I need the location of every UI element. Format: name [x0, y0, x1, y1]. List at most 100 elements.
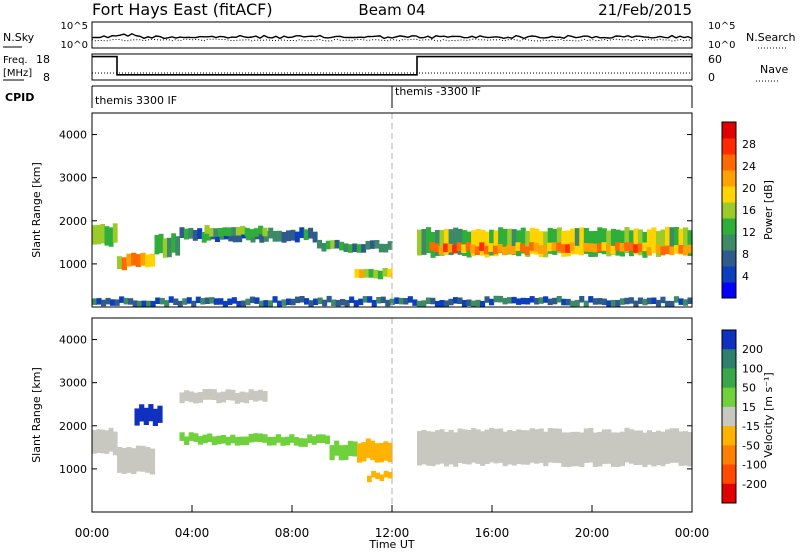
heatmap-cell	[272, 296, 278, 303]
heatmap-cell	[588, 296, 594, 303]
heatmap-cell	[556, 296, 562, 303]
heatmap-cell	[179, 392, 185, 404]
heatmap-cell	[110, 299, 116, 306]
heatmap-cell	[134, 408, 140, 426]
heatmap-cell	[369, 240, 375, 249]
heatmap-cell	[257, 433, 263, 443]
colorbar-tick-label: 4	[742, 270, 749, 283]
nsky-trace	[91, 33, 693, 40]
heatmap-cell	[637, 243, 643, 253]
nsky-label: N.Sky	[3, 31, 35, 44]
x-tick-label: 00:00	[75, 526, 110, 540]
heatmap-cell	[262, 434, 268, 443]
colorbar-tick-label: 8	[742, 248, 749, 261]
heatmap-cell	[182, 298, 188, 305]
heatmap-cell	[389, 298, 395, 306]
heatmap-cell	[565, 298, 571, 306]
heatmap-cell	[484, 429, 490, 464]
heatmap-cell	[628, 297, 634, 304]
heatmap-cell	[439, 230, 445, 256]
heatmap-cell	[682, 246, 688, 256]
heatmap-cell	[126, 253, 132, 267]
colorbar-tick-label: -200	[742, 478, 767, 491]
heatmap-cell	[135, 254, 142, 267]
heatmap-cell	[475, 229, 481, 255]
heatmap-cell	[167, 237, 172, 258]
heatmap-cell	[674, 227, 680, 253]
heatmap-cell	[465, 242, 471, 251]
x-tick-label: 16:00	[475, 526, 510, 540]
heatmap-cell	[231, 297, 237, 304]
heatmap-cell	[295, 296, 301, 304]
heatmap-cell	[574, 245, 580, 255]
heatmap-cell	[286, 298, 292, 305]
heatmap-cell	[606, 429, 612, 464]
heatmap-cell	[213, 228, 219, 237]
heatmap-cell	[538, 297, 544, 304]
heatmap-cell	[378, 443, 384, 463]
heatmap-cell	[597, 298, 603, 305]
heatmap-cell	[385, 299, 391, 307]
heatmap-cell	[361, 442, 367, 462]
y-tick-label: 3000	[59, 172, 87, 185]
heatmap-cell	[334, 440, 340, 456]
heatmap-cell	[258, 225, 264, 235]
heatmap-cell	[225, 436, 231, 446]
heatmap-cell	[152, 408, 158, 426]
heatmap-cell	[150, 300, 156, 307]
heatmap-cell	[145, 446, 151, 473]
colorbar-swatch	[722, 186, 736, 203]
heatmap-cell	[574, 299, 580, 307]
heatmap-cell	[339, 241, 345, 251]
heatmap-cell	[354, 269, 360, 278]
heatmap-cell	[660, 229, 666, 256]
heatmap-cell	[574, 228, 580, 254]
colorbar-tick-label: 100	[742, 362, 763, 375]
heatmap-cell	[268, 227, 274, 239]
heatmap-cell	[146, 300, 152, 307]
heatmap-cell	[220, 435, 227, 444]
heatmap-cell	[143, 407, 149, 425]
heatmap-cell	[601, 429, 607, 464]
colorbar-swatch	[722, 266, 736, 283]
heatmap-cell	[448, 229, 454, 256]
heatmap-cell	[570, 300, 576, 307]
heatmap-cell	[383, 441, 389, 461]
heatmap-cell	[651, 244, 657, 254]
heatmap-cell	[534, 298, 540, 305]
heatmap-cell	[286, 230, 291, 242]
heatmap-cell	[434, 243, 440, 252]
heatmap-cell	[222, 227, 228, 236]
heatmap-cell	[429, 242, 435, 251]
heatmap-cell	[131, 252, 137, 266]
heatmap-cell	[660, 246, 666, 256]
heatmap-cell	[249, 229, 255, 238]
heatmap-cell	[678, 298, 684, 305]
heatmap-cell	[543, 431, 549, 467]
heatmap-cell	[234, 393, 240, 404]
heatmap-cell	[112, 223, 118, 243]
heatmap-cell	[329, 445, 335, 461]
heatmap-cell	[561, 432, 567, 467]
heatmap-cell	[646, 229, 652, 256]
heatmap-cell	[240, 300, 246, 307]
heatmap-cell	[281, 299, 287, 306]
heatmap-cell	[642, 242, 648, 252]
heatmap-cell	[197, 436, 204, 445]
heatmap-cell	[293, 437, 299, 446]
heatmap-cell	[365, 438, 371, 458]
heatmap-cell	[678, 228, 684, 255]
heatmap-cell	[637, 297, 643, 304]
y-tick-label: 3000	[59, 377, 87, 390]
heatmap-cell	[353, 300, 359, 307]
heatmap-cell	[426, 431, 432, 466]
heatmap-cell	[378, 243, 384, 253]
heatmap-cell	[188, 391, 194, 403]
heatmap-cell	[417, 431, 423, 466]
heatmap-cell	[308, 227, 314, 239]
heatmap-cell	[438, 246, 444, 255]
heatmap-cell	[277, 300, 283, 307]
heatmap-cell	[121, 257, 127, 271]
heatmap-cell	[489, 229, 495, 256]
heatmap-cell	[533, 243, 539, 252]
